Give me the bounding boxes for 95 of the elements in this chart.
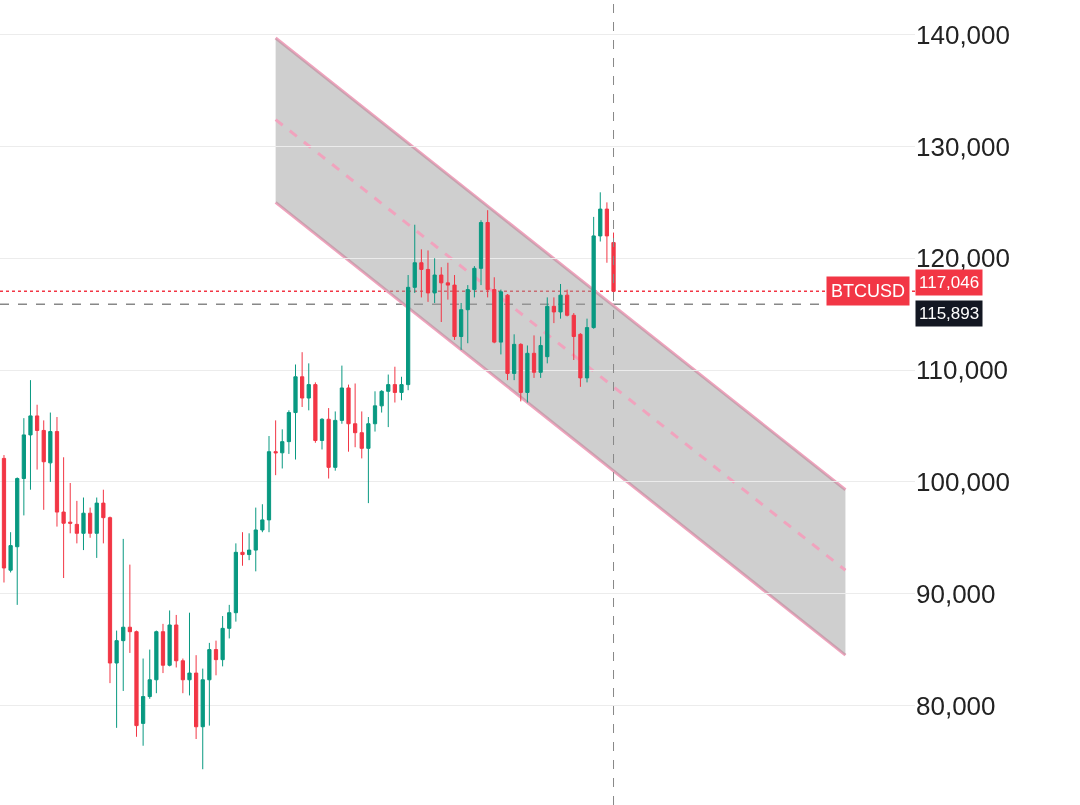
- candlestick: [227, 604, 232, 639]
- candlestick: [306, 362, 311, 411]
- candlestick: [313, 381, 318, 444]
- candlestick: [247, 532, 252, 561]
- candlestick: [174, 614, 179, 668]
- ref-line-label: 115,893: [919, 304, 980, 323]
- candlestick: [558, 283, 563, 320]
- candlestick: [598, 191, 603, 242]
- candlestick: [465, 284, 470, 344]
- candlestick: [68, 482, 73, 534]
- candlestick: [505, 293, 510, 381]
- candlestick: [21, 417, 26, 516]
- candlestick: [326, 407, 331, 480]
- candlestick: [34, 404, 40, 471]
- candlestick: [220, 615, 225, 667]
- ref-line-label: 117,046: [919, 273, 980, 292]
- annotation: BTCUSD: [831, 281, 906, 301]
- candlestick: [253, 507, 258, 572]
- y-tick-label: 140,000: [916, 19, 1010, 50]
- candlestick: [366, 416, 371, 504]
- candlestick: [545, 296, 550, 364]
- candlestick: [61, 456, 66, 579]
- candlestick: [300, 351, 305, 408]
- candlestick: [293, 363, 298, 461]
- candlestick: [339, 365, 345, 425]
- candlestick: [54, 416, 60, 528]
- candlestick: [8, 531, 13, 573]
- candlestick: [154, 630, 159, 694]
- candlestick: [1, 454, 7, 584]
- candlestick: [372, 390, 378, 433]
- candlestick: [525, 344, 530, 403]
- candlestick: [87, 507, 93, 539]
- candlestick: [127, 564, 132, 654]
- candlestick: [346, 384, 351, 453]
- y-tick-label: 80,000: [916, 690, 996, 721]
- y-tick-label: 110,000: [916, 355, 1009, 386]
- candlestick: [432, 257, 437, 304]
- candlestick: [353, 382, 358, 448]
- candlestick: [319, 417, 325, 450]
- candlestick: [240, 531, 245, 567]
- candlestick: [273, 419, 278, 476]
- candlestick: [101, 489, 106, 544]
- candlestick: [512, 333, 517, 381]
- candlestick: [386, 374, 391, 428]
- candlestick: [180, 658, 185, 694]
- candlestick: [412, 224, 417, 294]
- candlestick: [551, 296, 557, 324]
- y-tick-label: 100,000: [916, 466, 1010, 497]
- candlestick: [107, 516, 113, 684]
- candlestick: [41, 419, 46, 511]
- candlestick: [260, 503, 265, 533]
- candlestick: [399, 376, 404, 401]
- candlestick: [114, 630, 119, 729]
- candlestick: [194, 654, 199, 740]
- candlestick: [604, 201, 610, 264]
- candlestick: [591, 216, 596, 330]
- candlestick: [286, 409, 291, 455]
- candlestick: [498, 289, 504, 355]
- candlestick: [392, 366, 398, 403]
- candlestick: [28, 379, 33, 491]
- candlestick: [425, 249, 431, 303]
- candlestick: [538, 336, 543, 379]
- candlestick: [266, 435, 272, 533]
- y-tick-label: 90,000: [916, 578, 996, 609]
- candlestick: [584, 318, 590, 383]
- candlestick: [74, 500, 79, 544]
- candlestick: [233, 542, 238, 623]
- candlestick: [518, 342, 523, 402]
- candlestick: [147, 649, 152, 700]
- candlestick: [359, 410, 364, 459]
- candlestick: [379, 389, 384, 414]
- candlestick: [121, 538, 126, 692]
- candlestick: [207, 642, 212, 727]
- y-tick-label: 120,000: [916, 243, 1010, 274]
- candlestick: [578, 332, 583, 388]
- candlestick: [200, 668, 205, 770]
- candlestick: [94, 497, 99, 559]
- y-tick-label: 130,000: [916, 131, 1010, 162]
- candlestick: [167, 609, 172, 667]
- candlestick: [280, 428, 285, 469]
- candlestick: [134, 630, 139, 738]
- candlestick: [472, 265, 477, 298]
- candlestick: [213, 640, 219, 676]
- candlestick: [459, 302, 464, 351]
- candlestick: [48, 412, 53, 483]
- candlestick: [478, 219, 484, 286]
- candlestick: [140, 658, 146, 747]
- candlestick: [333, 410, 338, 472]
- candlestick: [187, 612, 192, 696]
- candlestick: [160, 623, 166, 674]
- candlestick: [406, 274, 411, 391]
- candlestick: [81, 497, 86, 551]
- candlestick: [531, 334, 537, 379]
- candlestick: [571, 312, 576, 361]
- candlestick: [15, 476, 20, 606]
